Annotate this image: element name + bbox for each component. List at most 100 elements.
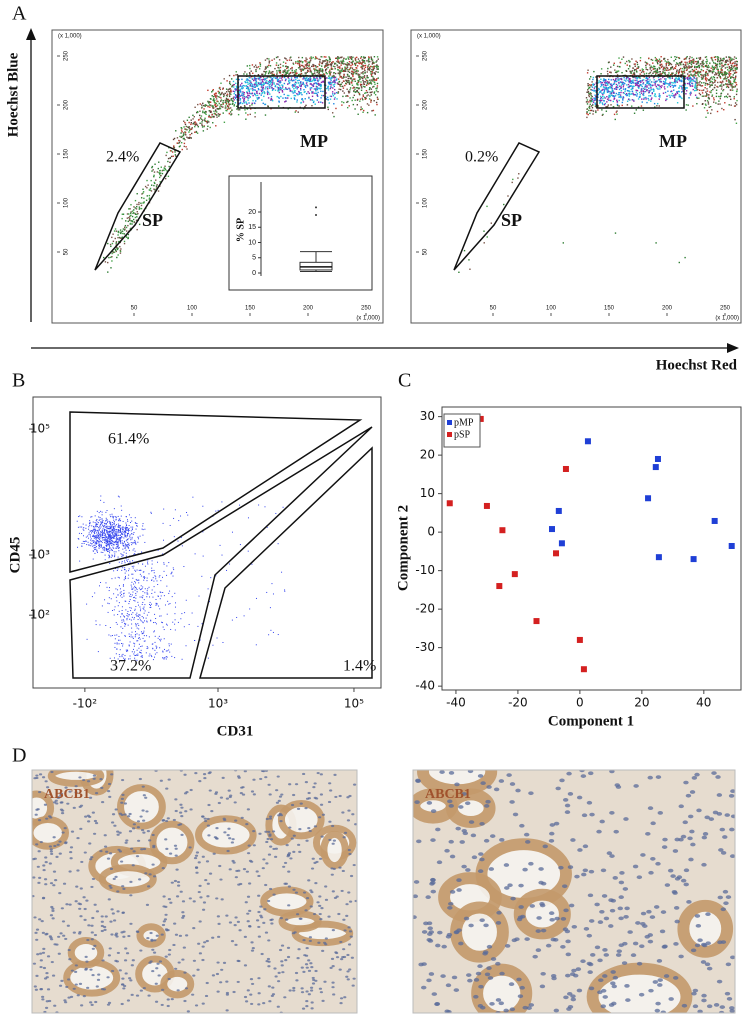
event-dot xyxy=(239,103,240,104)
event-dot xyxy=(625,80,626,81)
event-dot xyxy=(608,95,609,96)
event-dot xyxy=(115,228,116,229)
event-dot xyxy=(158,638,159,639)
event-dot xyxy=(729,68,730,69)
event-dot xyxy=(270,65,271,66)
event-dot xyxy=(131,596,132,597)
event-dot xyxy=(116,538,117,539)
event-dot xyxy=(90,536,91,537)
event-dot xyxy=(727,60,728,61)
event-dot xyxy=(336,57,337,58)
event-dot xyxy=(125,609,126,610)
event-dot xyxy=(626,78,627,79)
event-dot xyxy=(669,82,670,83)
event-dot xyxy=(671,73,672,74)
event-dot xyxy=(112,516,113,517)
event-dot xyxy=(689,63,690,64)
event-dot xyxy=(131,521,132,522)
event-dot xyxy=(319,83,320,84)
event-dot xyxy=(225,107,226,108)
event-dot xyxy=(131,223,132,224)
event-dot xyxy=(210,105,211,106)
event-dot xyxy=(611,79,612,80)
event-dot xyxy=(325,56,326,57)
event-dot xyxy=(318,79,319,80)
event-dot xyxy=(321,56,322,57)
event-dot xyxy=(106,523,107,524)
event-dot xyxy=(254,84,255,85)
event-dot xyxy=(685,88,686,89)
event-dot xyxy=(247,87,248,88)
event-dot xyxy=(671,90,672,91)
event-dot xyxy=(124,542,125,543)
event-dot xyxy=(263,103,264,104)
event-dot xyxy=(595,112,596,113)
event-dot xyxy=(366,60,367,61)
event-dot xyxy=(181,136,182,137)
event-dot xyxy=(268,634,269,635)
event-dot xyxy=(292,86,293,87)
event-dot xyxy=(203,105,204,106)
event-dot xyxy=(89,523,90,524)
event-dot xyxy=(675,68,676,69)
event-dot xyxy=(135,214,136,215)
event-dot xyxy=(600,81,601,82)
event-dot xyxy=(158,190,159,191)
event-dot xyxy=(707,75,708,76)
y-axis-label: Hoechst Blue xyxy=(5,52,21,137)
event-dot xyxy=(734,80,735,81)
event-dot xyxy=(255,89,256,90)
event-dot xyxy=(651,70,652,71)
event-dot xyxy=(112,233,113,234)
event-dot xyxy=(205,121,206,122)
event-dot xyxy=(647,81,648,82)
event-dot xyxy=(703,66,704,67)
event-dot xyxy=(208,658,209,659)
event-dot xyxy=(681,86,682,87)
event-dot xyxy=(663,93,664,94)
event-dot xyxy=(699,67,700,68)
event-dot xyxy=(272,80,273,81)
event-dot xyxy=(255,71,256,72)
event-dot xyxy=(666,61,667,62)
event-dot xyxy=(641,72,642,73)
event-dot xyxy=(126,651,127,652)
event-dot xyxy=(295,95,296,96)
event-dot xyxy=(95,549,96,550)
event-dot xyxy=(672,78,673,79)
event-dot xyxy=(154,614,155,615)
event-dot xyxy=(135,217,136,218)
event-dot xyxy=(676,69,677,70)
event-dot xyxy=(159,636,160,637)
event-dot xyxy=(377,66,378,67)
event-dot xyxy=(264,71,265,72)
event-dot xyxy=(197,112,198,113)
event-dot xyxy=(641,92,642,93)
event-dot xyxy=(147,588,148,589)
event-dot xyxy=(131,628,132,629)
event-dot xyxy=(137,654,138,655)
event-dot xyxy=(265,114,266,115)
event-dot xyxy=(276,57,277,58)
event-dot xyxy=(283,61,284,62)
event-dot xyxy=(153,176,154,177)
event-dot xyxy=(272,100,273,101)
event-dot xyxy=(702,78,703,79)
event-dot xyxy=(719,63,720,64)
event-dot xyxy=(330,63,331,64)
event-dot xyxy=(191,122,192,123)
event-dot xyxy=(281,572,282,573)
event-dot xyxy=(342,63,343,64)
event-dot xyxy=(343,80,344,81)
y-tick-label: 5 xyxy=(252,255,256,262)
event-dot xyxy=(140,574,141,575)
event-dot xyxy=(142,646,143,647)
event-dot xyxy=(86,537,87,538)
event-dot xyxy=(658,84,659,85)
event-dot xyxy=(213,111,214,112)
event-dot xyxy=(660,56,661,57)
event-dot xyxy=(140,652,141,653)
event-dot xyxy=(118,605,119,606)
event-dot xyxy=(717,111,718,112)
y-tick-label: 100 xyxy=(64,197,70,208)
